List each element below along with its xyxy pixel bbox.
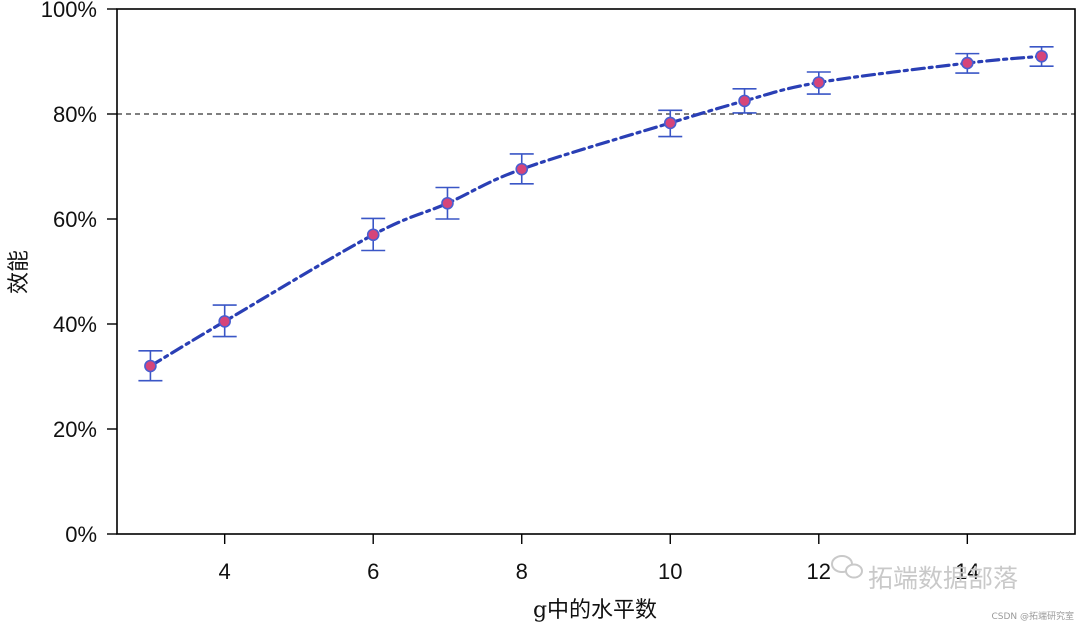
x-tick-label: 8 [516,559,528,584]
series-layer [138,45,1054,382]
x-axis: 4 6 8 10 12 14 [219,534,980,584]
x-tick-label: 14 [955,559,979,584]
data-point [515,162,529,176]
y-tick-label: 40% [53,312,97,337]
data-point [663,116,677,130]
watermark-text: 拓端数据部落 [868,564,1018,593]
y-tick-label: 60% [53,207,97,232]
y-tick-label: 20% [53,417,97,442]
y-axis: 0% 20% 40% 60% 80% 100% [41,0,117,547]
x-tick-label: 6 [367,559,379,584]
data-point [366,228,380,242]
x-tick-label: 12 [807,559,831,584]
data-point [218,315,231,328]
data-point [144,359,157,373]
wechat-icon [831,555,863,579]
y-axis-title: 效能 [7,250,32,294]
watermark-source: CSDN @拓端研究室 [991,610,1074,622]
y-tick-label: 80% [53,102,97,127]
watermark: 拓端数据部落 CSDN @拓端研究室 [831,555,1074,622]
data-point [1035,49,1048,63]
y-tick-label: 0% [65,522,97,547]
y-tick-label: 100% [41,0,97,22]
x-tick-label: 10 [658,559,682,584]
x-axis-title: g中的水平数 [533,598,657,623]
x-tick-label: 4 [219,559,231,584]
data-point [812,76,826,89]
data-point [441,196,454,210]
data-point [961,56,974,70]
plot-frame [116,8,1076,535]
series-line [148,54,1044,368]
data-point [738,94,751,108]
